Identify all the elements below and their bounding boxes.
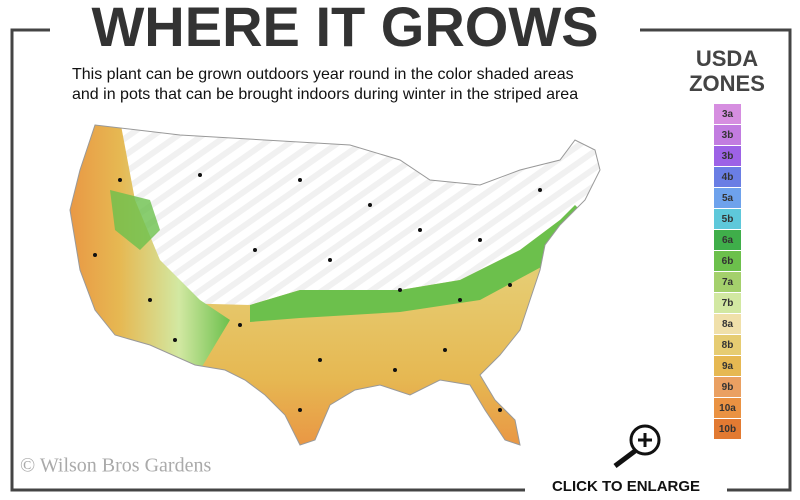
zone-swatch	[714, 377, 741, 397]
zone-legend: 3a 3b 3b 4b 5a 5b 6a 6b 7a 7b 8a 8b 9a 9b 10a 10b	[714, 104, 741, 439]
us-map	[70, 125, 600, 445]
zone-label: 4b	[722, 172, 734, 183]
title-backing	[50, 4, 640, 56]
zone-label: 10b	[719, 424, 736, 435]
legend-title: USDA	[696, 46, 758, 71]
zone-swatch	[714, 419, 741, 439]
zone-label: 7a	[722, 277, 734, 288]
zone-label: 8b	[722, 340, 734, 351]
zone-swatch	[714, 104, 741, 124]
zone-swatch	[714, 398, 741, 418]
us-outline	[69, 124, 601, 446]
zone-label: 6a	[722, 235, 734, 246]
zone-label: 9a	[722, 361, 734, 372]
zone-label: 5b	[722, 214, 734, 225]
zone-swatch	[714, 167, 741, 187]
enlarge-button[interactable]: CLICK TO ENLARGE	[552, 478, 700, 495]
zone-swatch	[714, 230, 741, 250]
copyright: © Wilson Bros Gardens	[20, 455, 211, 477]
zone-swatch	[714, 293, 741, 313]
zone-swatch	[714, 209, 741, 229]
zone-label: 10a	[719, 403, 736, 414]
zone-label: 5a	[722, 193, 734, 204]
zone-swatch	[714, 251, 741, 271]
subtitle: This plant can be grown outdoors year ro…	[72, 66, 574, 83]
zone-label: 7b	[722, 298, 734, 309]
title: WHERE IT GROWS	[91, 0, 598, 58]
zone-swatch	[714, 272, 741, 292]
zone-swatch	[714, 356, 741, 376]
zone-swatch	[714, 188, 741, 208]
subtitle: and in pots that can be brought indoors …	[72, 86, 578, 103]
zone-swatch	[714, 314, 741, 334]
zone-label: 3b	[722, 151, 734, 162]
zone-label: 3b	[722, 130, 734, 141]
legend-title: ZONES	[689, 71, 765, 96]
button-backing	[525, 476, 727, 498]
zone-swatch	[714, 335, 741, 355]
zone-label: 6b	[722, 256, 734, 267]
zone-swatch	[714, 125, 741, 145]
city-dots	[93, 173, 542, 412]
zone-swatch	[714, 146, 741, 166]
zone-label: 3a	[722, 109, 734, 120]
zone-label: 8a	[722, 319, 734, 330]
zone-label: 9b	[722, 382, 734, 393]
magnifier-icon[interactable]	[613, 424, 661, 468]
